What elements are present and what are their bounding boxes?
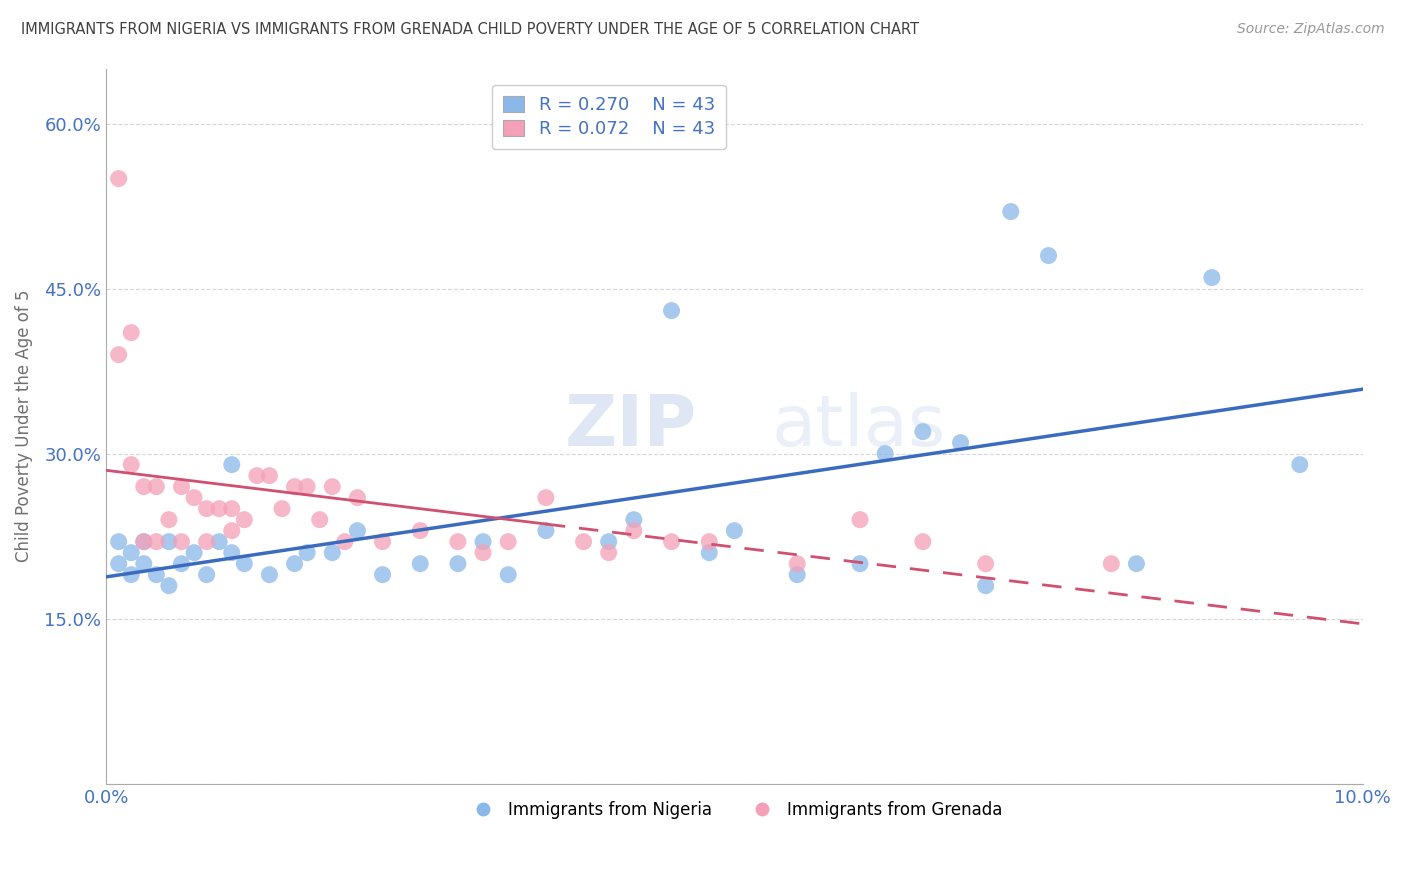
Point bbox=[697, 546, 720, 560]
Point bbox=[284, 480, 307, 494]
Point bbox=[472, 546, 495, 560]
Point bbox=[447, 534, 470, 549]
Point bbox=[623, 524, 645, 538]
Point bbox=[409, 557, 432, 571]
Point bbox=[145, 480, 167, 494]
Point bbox=[321, 480, 343, 494]
Text: IMMIGRANTS FROM NIGERIA VS IMMIGRANTS FROM GRENADA CHILD POVERTY UNDER THE AGE O: IMMIGRANTS FROM NIGERIA VS IMMIGRANTS FR… bbox=[21, 22, 920, 37]
Point bbox=[259, 468, 281, 483]
Point bbox=[496, 567, 519, 582]
Point bbox=[170, 480, 193, 494]
Point bbox=[170, 557, 193, 571]
Point bbox=[849, 557, 872, 571]
Point bbox=[911, 534, 934, 549]
Point bbox=[170, 534, 193, 549]
Point bbox=[786, 567, 808, 582]
Point bbox=[259, 567, 281, 582]
Point bbox=[233, 513, 256, 527]
Point bbox=[308, 513, 330, 527]
Point bbox=[1038, 249, 1060, 263]
Point bbox=[221, 546, 243, 560]
Point bbox=[661, 303, 683, 318]
Point bbox=[183, 546, 205, 560]
Point bbox=[849, 513, 872, 527]
Point bbox=[157, 513, 180, 527]
Point bbox=[572, 534, 595, 549]
Point bbox=[132, 557, 155, 571]
Point bbox=[1201, 270, 1223, 285]
Point bbox=[195, 567, 218, 582]
Point bbox=[107, 557, 129, 571]
Point bbox=[295, 546, 318, 560]
Point bbox=[974, 557, 997, 571]
Point bbox=[623, 513, 645, 527]
Point bbox=[120, 458, 142, 472]
Point bbox=[534, 491, 557, 505]
Point bbox=[346, 491, 368, 505]
Text: ZIP: ZIP bbox=[564, 392, 696, 460]
Point bbox=[1125, 557, 1147, 571]
Point bbox=[534, 524, 557, 538]
Point bbox=[183, 491, 205, 505]
Point bbox=[107, 171, 129, 186]
Point bbox=[246, 468, 269, 483]
Point bbox=[120, 326, 142, 340]
Point bbox=[132, 534, 155, 549]
Point bbox=[295, 480, 318, 494]
Point bbox=[409, 524, 432, 538]
Point bbox=[157, 579, 180, 593]
Point bbox=[875, 447, 897, 461]
Point bbox=[145, 567, 167, 582]
Point bbox=[371, 534, 394, 549]
Point bbox=[1000, 204, 1022, 219]
Point bbox=[911, 425, 934, 439]
Point bbox=[371, 567, 394, 582]
Point bbox=[697, 534, 720, 549]
Point bbox=[107, 534, 129, 549]
Point bbox=[786, 557, 808, 571]
Point bbox=[120, 546, 142, 560]
Point bbox=[321, 546, 343, 560]
Point bbox=[132, 534, 155, 549]
Point bbox=[598, 546, 620, 560]
Point bbox=[284, 557, 307, 571]
Y-axis label: Child Poverty Under the Age of 5: Child Poverty Under the Age of 5 bbox=[15, 290, 32, 562]
Point bbox=[195, 534, 218, 549]
Text: Source: ZipAtlas.com: Source: ZipAtlas.com bbox=[1237, 22, 1385, 37]
Point bbox=[723, 524, 745, 538]
Point bbox=[949, 435, 972, 450]
Legend: Immigrants from Nigeria, Immigrants from Grenada: Immigrants from Nigeria, Immigrants from… bbox=[460, 794, 1010, 825]
Point bbox=[221, 501, 243, 516]
Point bbox=[333, 534, 356, 549]
Point bbox=[271, 501, 294, 516]
Point bbox=[157, 534, 180, 549]
Point bbox=[107, 348, 129, 362]
Point bbox=[208, 534, 231, 549]
Point bbox=[661, 534, 683, 549]
Point bbox=[233, 557, 256, 571]
Point bbox=[447, 557, 470, 571]
Point bbox=[1288, 458, 1310, 472]
Point bbox=[1099, 557, 1122, 571]
Point bbox=[598, 534, 620, 549]
Point bbox=[145, 534, 167, 549]
Point bbox=[346, 524, 368, 538]
Point bbox=[472, 534, 495, 549]
Point bbox=[496, 534, 519, 549]
Point bbox=[221, 524, 243, 538]
Point bbox=[195, 501, 218, 516]
Point bbox=[974, 579, 997, 593]
Text: atlas: atlas bbox=[772, 392, 946, 460]
Point bbox=[120, 567, 142, 582]
Point bbox=[221, 458, 243, 472]
Point bbox=[208, 501, 231, 516]
Point bbox=[132, 480, 155, 494]
